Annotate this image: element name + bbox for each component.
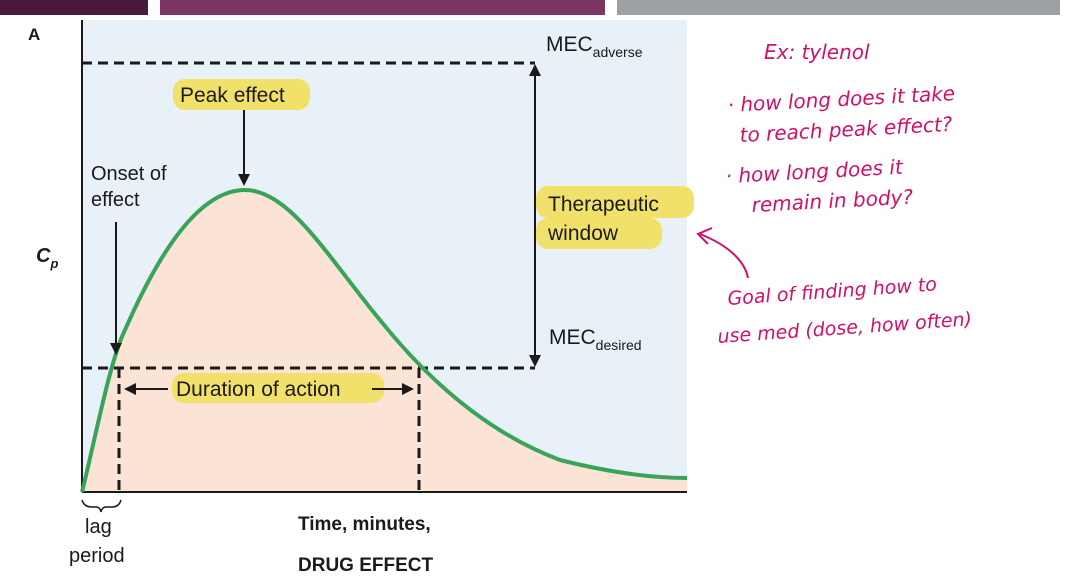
note-bullet2-line1: · how long does it (725, 155, 904, 188)
handwritten-arrow (699, 233, 749, 279)
header-bar-gray (617, 0, 1060, 15)
highlight-duration (172, 373, 384, 403)
note-goal-line2: use med (dose, how often) (717, 308, 973, 348)
highlight-therapeutic (536, 186, 694, 218)
onset-label-line2: effect (91, 189, 140, 211)
mec-adverse-label: MECadverse (546, 33, 643, 60)
onset-label-line1: Onset of (91, 163, 167, 185)
concentration-curve (80, 187, 688, 493)
header-bar-dark (0, 0, 148, 15)
y-axis-label: Cp (36, 245, 58, 271)
mec-desired-label: MECdesired (549, 326, 642, 353)
duration-label: Duration of action (176, 378, 341, 401)
arrow-left-icon (124, 383, 136, 395)
arrow-up-icon (529, 64, 541, 76)
peak-effect-label: Peak effect (180, 84, 285, 107)
note-bullet1-line1: · how long does it take (727, 81, 956, 117)
header-bar-purple (160, 0, 605, 15)
arrow-down-icon (238, 174, 250, 186)
note-goal-line1: Goal of finding how to (727, 273, 938, 310)
therapeutic-label-line1: Therapeutic (548, 193, 659, 216)
arrow-down-icon (110, 343, 122, 355)
lag-brace (81, 499, 122, 513)
area-under-curve (82, 190, 687, 492)
note-title: Ex: tylenol (764, 40, 870, 64)
arrow-down-icon (529, 355, 541, 367)
note-bullet1-line2: to reach peak effect? (739, 112, 953, 147)
x-axis-label-line2: DRUG EFFECT (298, 555, 434, 576)
x-axis-label-line1: Time, minutes, (298, 514, 431, 535)
highlight-peak (173, 79, 310, 110)
therapeutic-label-line2: window (547, 222, 619, 245)
lag-label-line2: period (69, 545, 125, 567)
handwritten-arrowhead-icon (696, 227, 713, 245)
note-bullet2-line2: remain in body? (751, 185, 914, 217)
panel-label: A (28, 25, 40, 44)
lag-label-line1: lag (85, 516, 112, 538)
arrow-right-icon (402, 383, 414, 395)
highlight-window (536, 218, 662, 249)
